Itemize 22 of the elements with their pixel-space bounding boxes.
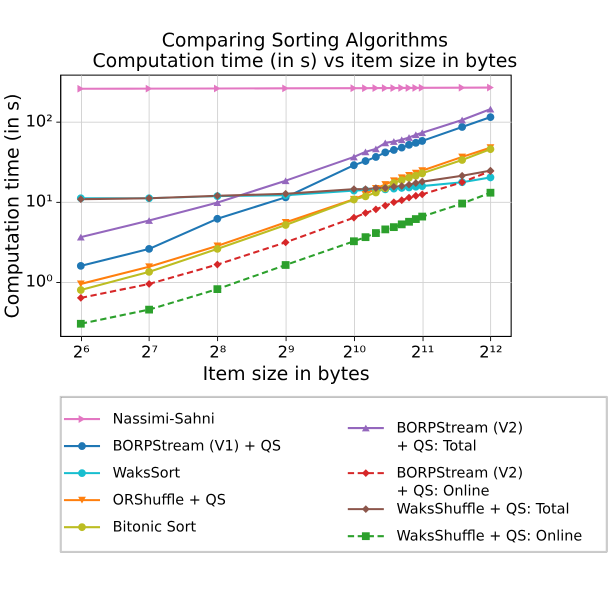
y-tick-label: 10² bbox=[26, 111, 53, 130]
x-tick-label: 2¹² bbox=[479, 342, 503, 362]
legend-label: BORPStream (V1) + QS bbox=[112, 438, 281, 455]
x-tick-label: 2⁹ bbox=[278, 342, 294, 362]
x-tick-label: 2¹¹ bbox=[410, 342, 434, 362]
x-tick-label: 2⁷ bbox=[141, 342, 158, 362]
legend-label: ORShuffle + QS bbox=[112, 492, 226, 509]
y-axis-title: Computation time (in s) bbox=[1, 93, 24, 318]
x-tick-label: 2¹⁰ bbox=[342, 342, 366, 362]
x-tick-label: 2⁶ bbox=[72, 342, 90, 362]
legend-label: WaksShuffle + QS: Total bbox=[396, 502, 570, 518]
y-tick-label: 10⁰ bbox=[26, 272, 53, 291]
x-tick-label: 2⁸ bbox=[209, 342, 226, 362]
x-axis-title: Item size in bytes bbox=[202, 362, 370, 385]
y-tick-label: 10¹ bbox=[26, 192, 53, 211]
legend-label: Nassimi-Sahni bbox=[112, 412, 215, 428]
legend-label: Bitonic Sort bbox=[112, 520, 196, 536]
chart-title: Comparing Sorting Algorithms Computation time (in s) vs item size in bytes bbox=[92, 29, 518, 72]
legend-label: BORPStream (V2) + QS: Total bbox=[396, 420, 524, 455]
legend-label: WaksSort bbox=[112, 466, 181, 482]
legend-label: BORPStream (V2) + QS: Online bbox=[396, 466, 524, 500]
legend-label: WaksShuffle + QS: Online bbox=[396, 528, 582, 545]
